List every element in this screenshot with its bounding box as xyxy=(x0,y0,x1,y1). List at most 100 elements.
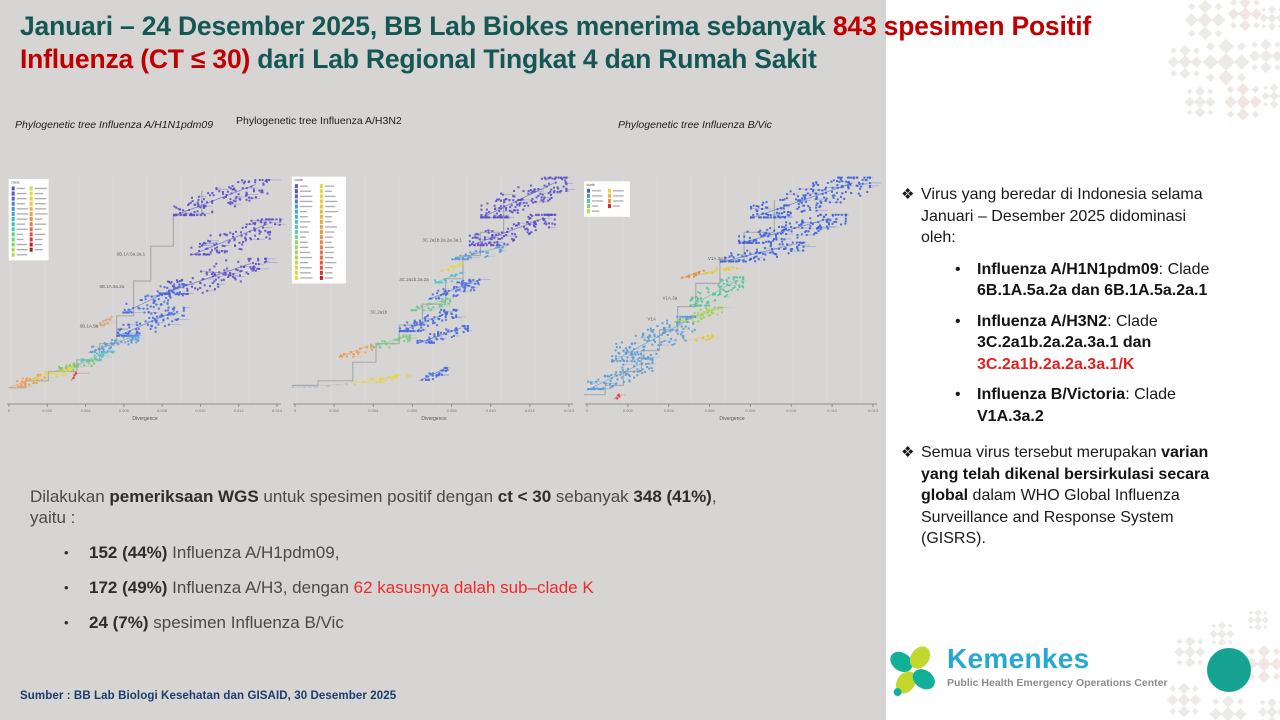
wgs-bullet-bvic: • 24 (7%) spesimen Influenza B/Vic xyxy=(30,612,720,633)
svg-text:0.002: 0.002 xyxy=(623,408,634,413)
tree-caption-bvic: Phylogenetic tree Influenza B/Vic xyxy=(618,119,772,131)
svg-text:0.008: 0.008 xyxy=(157,408,168,413)
gisrs-pre: Semua virus tersebut merupakan xyxy=(921,444,1162,461)
gisrs-post: dalam WHO Global Influenza Surveillance … xyxy=(921,487,1180,547)
svg-text:0.010: 0.010 xyxy=(786,408,797,413)
kemenkes-logo: Kemenkes Public Health Emergency Operati… xyxy=(888,640,1168,700)
svg-text:0.014: 0.014 xyxy=(564,408,575,413)
kemenkes-tagline: Public Health Emergency Operations Cente… xyxy=(947,677,1168,689)
svg-text:3C.2a1b.2a.2a.3a.1: 3C.2a1b.2a.2a.3a.1 xyxy=(422,238,462,243)
clade-label: : Clade xyxy=(1158,260,1210,278)
svg-text:0.004: 0.004 xyxy=(368,408,379,413)
bullet-icon: • xyxy=(64,580,69,595)
wgs-bold-ct: ct < 30 xyxy=(497,487,552,506)
phylogenetic-tree-h1n1: 6B.1A.5a.2a.1 6B.1A.5a.2a 6B.1A.5a 0 0.002 0.… xyxy=(7,176,286,422)
svg-text:0.002: 0.002 xyxy=(329,408,340,413)
clade-label: : Clade xyxy=(1107,312,1158,330)
svg-text:0.004: 0.004 xyxy=(664,408,675,413)
wgs-intro-line: Dilakukan pemeriksaan WGS untuk spesimen… xyxy=(30,486,720,528)
svg-text:6B.1A.5a: 6B.1A.5a xyxy=(80,323,99,328)
clade-value: V1A.3a.2 xyxy=(977,407,1044,425)
svg-text:clade: clade xyxy=(587,183,595,187)
tree-caption-h3n2: Phylogenetic tree Influenza A/H3N2 xyxy=(236,115,402,127)
kemenkes-clover-icon xyxy=(890,646,935,697)
wgs-bullet-text: spesimen Influenza B/Vic xyxy=(148,613,344,632)
diamond-bullet-icon: ❖ xyxy=(901,186,915,203)
wgs-summary-block: Dilakukan pemeriksaan WGS untuk spesimen… xyxy=(30,486,720,633)
svg-text:0.014: 0.014 xyxy=(868,408,879,413)
wgs-text: Dilakukan xyxy=(30,487,110,506)
svg-text:0.004: 0.004 xyxy=(81,408,92,413)
svg-text:6B.1A.5a.2a.1: 6B.1A.5a.2a.1 xyxy=(117,252,146,257)
wgs-text: sebanyak xyxy=(551,487,634,506)
virus-name: Influenza B/Victoria xyxy=(977,386,1126,403)
wgs-bullet-text: Influenza A/H1pdm09, xyxy=(167,543,340,562)
right-panel: ❖ Virus yang beredar di Indonesia selama… xyxy=(901,184,1255,550)
svg-text:Divergence: Divergence xyxy=(421,416,447,422)
clade-value-red: 3C.2a1b.2a.2a.3a.1/K xyxy=(977,355,1135,373)
wgs-bold-pemeriksaan: pemeriksaan WGS xyxy=(109,487,259,506)
svg-text:3C.2a1b.2a.2a: 3C.2a1b.2a.2a xyxy=(399,277,429,282)
svg-text:clade: clade xyxy=(11,180,19,184)
svg-text:0.010: 0.010 xyxy=(195,408,206,413)
slide-background-panel xyxy=(0,0,886,720)
wgs-bullet-h1: • 152 (44%) Influenza A/H1pdm09, xyxy=(30,542,720,563)
svg-text:0.008: 0.008 xyxy=(745,408,756,413)
tree-caption-h1n1: Phylogenetic tree Influenza A/H1N1pdm09 xyxy=(15,119,214,131)
clade-label: : Clade xyxy=(1125,386,1176,403)
title-segment-teal-2: dari Lab Regional Tingkat 4 dan Rumah Sa… xyxy=(250,44,817,75)
slide-title: Januari – 24 Desember 2025, BB Lab Bioke… xyxy=(20,10,1160,77)
svg-text:0.012: 0.012 xyxy=(525,408,536,413)
wgs-bullet-count: 152 (44%) xyxy=(89,543,168,562)
bullet-icon: • xyxy=(955,260,961,278)
svg-text:3C.2a1b: 3C.2a1b xyxy=(370,310,388,315)
svg-text:Divergence: Divergence xyxy=(719,416,745,422)
phylogenetic-tree-bvic: V1A.3a.2 V1A.3a V1A 0 0.002 0.004 0.006 0.008 0.… xyxy=(584,176,882,422)
svg-text:V1A.3a: V1A.3a xyxy=(663,296,678,301)
bullet-icon: • xyxy=(64,545,69,560)
svg-text:0: 0 xyxy=(8,408,11,413)
svg-text:clade: clade xyxy=(294,178,302,182)
gisrs-bold: varian yang telah dikenal bersirkulasi s… xyxy=(921,444,1210,504)
svg-text:0.012: 0.012 xyxy=(827,408,838,413)
svg-text:0.002: 0.002 xyxy=(42,408,53,413)
wgs-text: , yaitu : xyxy=(30,487,717,527)
virus-summary-line-2: oleh: xyxy=(921,229,956,246)
phylogenetic-tree-h3n2: 3C.2a1b.2a.2a.3a.1 3C.2a1b.2a.2a 3C.2a1b 0 0… xyxy=(291,176,575,422)
virus-summary-text: Virus yang beredar di Indonesia selama J… xyxy=(921,184,1239,249)
bullet-icon: • xyxy=(955,386,961,403)
clade-value: 3C.2a1b.2a.2a.3a.1 dan xyxy=(977,334,1152,351)
wgs-bullet-count: 24 (7%) xyxy=(89,613,149,632)
title-segment-teal: Januari – 24 Desember 2025, BB Lab Bioke… xyxy=(20,11,833,41)
svg-text:0.006: 0.006 xyxy=(119,408,130,413)
svg-text:Divergence: Divergence xyxy=(132,416,158,422)
svg-text:V1A: V1A xyxy=(647,316,656,321)
clade-item-bvic: • Influenza B/Victoria: Clade V1A.3a.2 xyxy=(903,384,1255,427)
svg-text:0.006: 0.006 xyxy=(705,408,716,413)
clade-value: 6B.1A.5a.2a dan 6B.1A.5a.2a.1 xyxy=(977,282,1208,299)
virus-summary-block: ❖ Virus yang beredar di Indonesia selama… xyxy=(901,184,1255,249)
diamond-bullet-icon: ❖ xyxy=(901,444,915,461)
gisrs-block: ❖ Semua virus tersebut merupakan varian … xyxy=(901,442,1255,550)
svg-text:0.008: 0.008 xyxy=(447,408,458,413)
bullet-icon: • xyxy=(64,615,69,630)
wgs-bullet-text: Influenza A/H3, dengan xyxy=(167,578,354,597)
bullet-icon: • xyxy=(955,312,961,330)
svg-text:0: 0 xyxy=(586,408,589,413)
svg-text:0.010: 0.010 xyxy=(486,408,497,413)
virus-name: Influenza A/H1N1pdm09 xyxy=(977,260,1159,278)
svg-text:0.014: 0.014 xyxy=(272,408,283,413)
wgs-bullet-h3: • 172 (49%) Influenza A/H3, dengan 62 ka… xyxy=(30,577,720,598)
wgs-text: untuk spesimen positif dengan xyxy=(258,487,498,506)
wgs-bullet-red-text: 62 kasusnya dalah sub–clade K xyxy=(353,578,594,597)
svg-text:6B.1A.5a.2a: 6B.1A.5a.2a xyxy=(100,284,125,289)
gisrs-text: Semua virus tersebut merupakan varian ya… xyxy=(921,442,1239,550)
kemenkes-brand-text: Kemenkes xyxy=(947,643,1090,674)
svg-text:0.006: 0.006 xyxy=(407,408,418,413)
clade-item-h3n2: • Influenza A/H3N2: Clade 3C.2a1b.2a.2a.… xyxy=(903,311,1255,376)
svg-text:0: 0 xyxy=(294,408,297,413)
virus-summary-line: Virus yang beredar di Indonesia selama J… xyxy=(921,186,1203,225)
svg-text:0.012: 0.012 xyxy=(234,408,245,413)
svg-text:V1A.3a.2: V1A.3a.2 xyxy=(708,256,727,261)
wgs-bold-count: 348 (41%) xyxy=(633,487,712,506)
